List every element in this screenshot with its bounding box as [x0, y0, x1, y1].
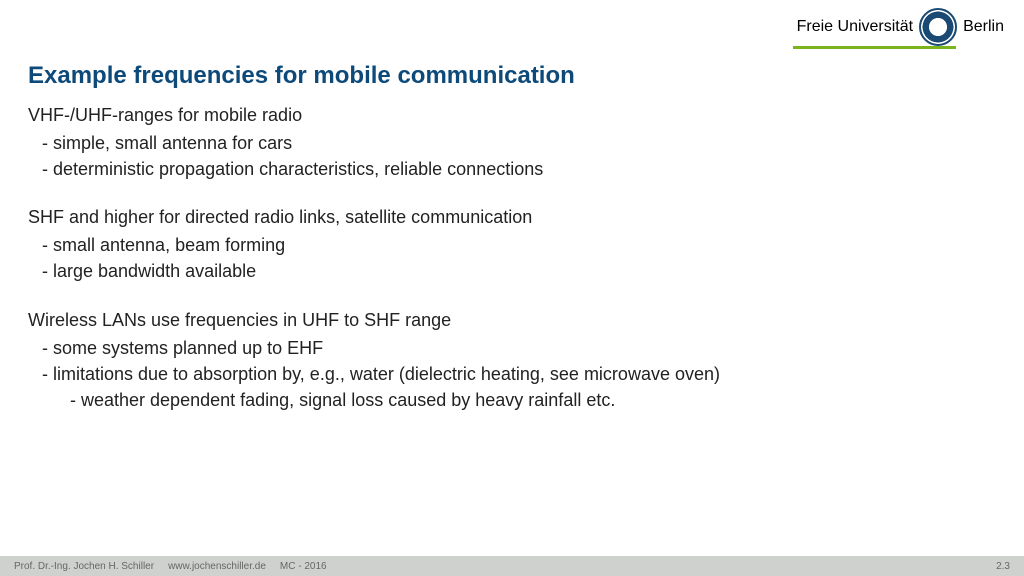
sub-bullet-item: - weather dependent fading, signal loss … — [28, 387, 720, 413]
seal-icon — [919, 8, 957, 46]
slide: Freie Universität Berlin Example frequen… — [0, 0, 1024, 576]
page-number: 2.3 — [996, 561, 1010, 572]
bullet-item: - large bandwidth available — [28, 258, 720, 284]
footer-course: MC - 2016 — [280, 561, 327, 572]
bullet-item: - some systems planned up to EHF — [28, 335, 720, 361]
section-wlan: Wireless LANs use frequencies in UHF to … — [28, 307, 720, 413]
bullet-item: - deterministic propagation characterist… — [28, 156, 720, 182]
logo-underline — [793, 46, 956, 49]
slide-footer: Prof. Dr.-Ing. Jochen H. Schiller www.jo… — [0, 556, 1024, 576]
slide-title: Example frequencies for mobile communica… — [28, 62, 575, 90]
section-shf: SHF and higher for directed radio links,… — [28, 204, 720, 284]
logo-text-left: Freie Universität — [797, 18, 913, 36]
slide-body: VHF-/UHF-ranges for mobile radio - simpl… — [28, 102, 720, 435]
section-head: SHF and higher for directed radio links,… — [28, 204, 720, 230]
university-logo: Freie Universität Berlin — [797, 8, 1004, 46]
section-head: VHF-/UHF-ranges for mobile radio — [28, 102, 720, 128]
section-vhf-uhf: VHF-/UHF-ranges for mobile radio - simpl… — [28, 102, 720, 182]
footer-author: Prof. Dr.-Ing. Jochen H. Schiller — [14, 561, 154, 572]
footer-url: www.jochenschiller.de — [168, 561, 266, 572]
bullet-item: - small antenna, beam forming — [28, 232, 720, 258]
logo-text-right: Berlin — [963, 18, 1004, 36]
bullet-item: - simple, small antenna for cars — [28, 130, 720, 156]
bullet-item: - limitations due to absorption by, e.g.… — [28, 361, 720, 387]
section-head: Wireless LANs use frequencies in UHF to … — [28, 307, 720, 333]
